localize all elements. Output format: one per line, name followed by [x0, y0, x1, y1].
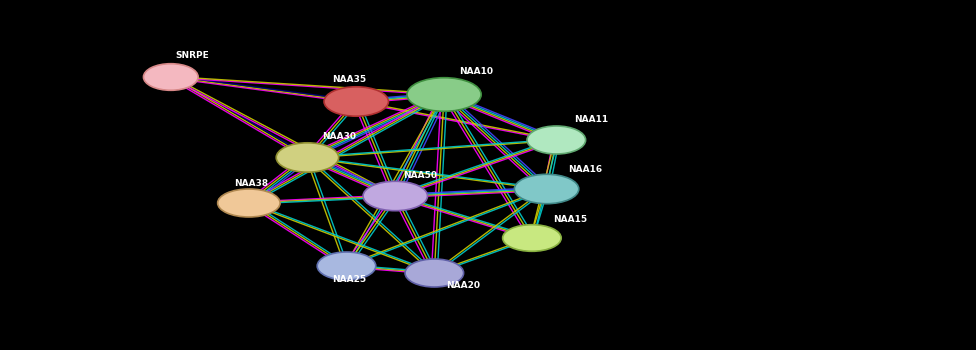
Text: NAA11: NAA11: [574, 115, 608, 124]
Text: NAA38: NAA38: [234, 178, 268, 188]
Text: NAA50: NAA50: [403, 171, 437, 180]
Ellipse shape: [514, 174, 579, 204]
Ellipse shape: [503, 225, 561, 251]
Ellipse shape: [218, 189, 280, 217]
Text: NAA16: NAA16: [568, 164, 602, 174]
Text: NAA15: NAA15: [553, 215, 588, 224]
Ellipse shape: [407, 78, 481, 111]
Ellipse shape: [317, 252, 376, 280]
Text: NAA20: NAA20: [446, 281, 480, 290]
Ellipse shape: [276, 143, 339, 172]
Text: NAA35: NAA35: [332, 75, 366, 84]
Text: NAA25: NAA25: [332, 274, 366, 284]
Ellipse shape: [527, 126, 586, 154]
Ellipse shape: [324, 87, 388, 116]
Text: SNRPE: SNRPE: [176, 51, 210, 60]
Ellipse shape: [405, 259, 464, 287]
Text: NAA10: NAA10: [459, 67, 493, 76]
Ellipse shape: [363, 181, 427, 211]
Ellipse shape: [143, 64, 198, 90]
Text: NAA30: NAA30: [322, 132, 356, 141]
